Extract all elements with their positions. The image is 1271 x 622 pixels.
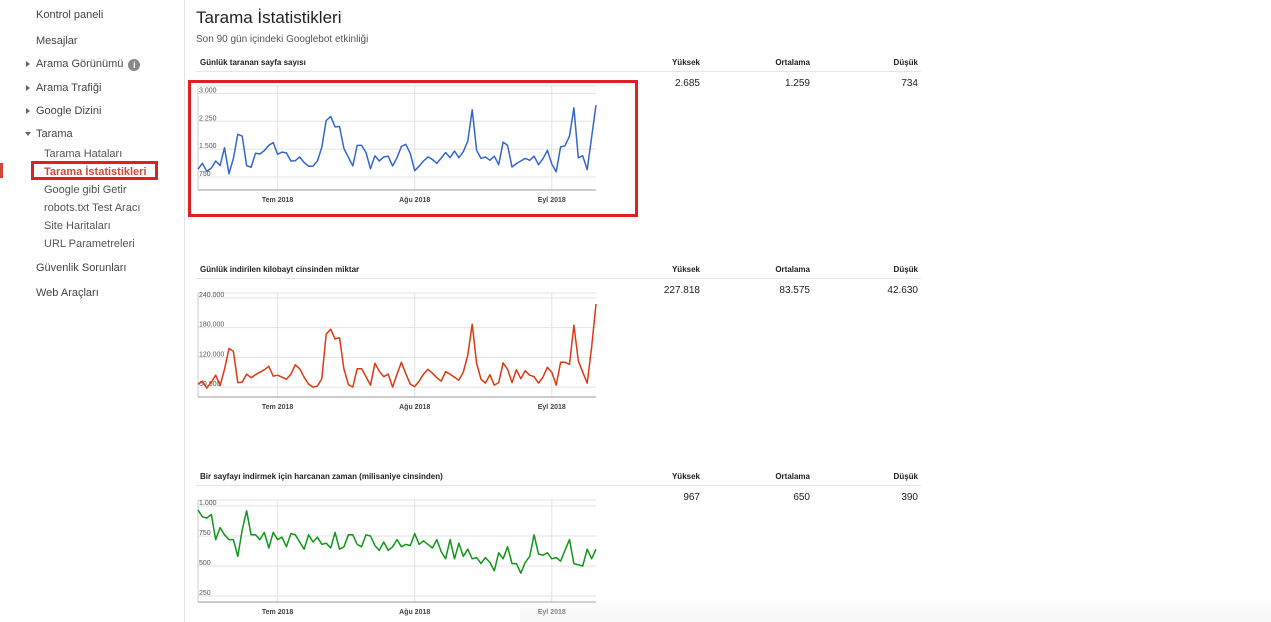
chart-y-tick-label: 240.000 [199,292,224,299]
sidebar-subitem-crawl-errors[interactable]: Tarama Hataları [44,148,123,160]
sidebar-item-crawl[interactable]: Tarama [25,128,73,140]
value-avg: 83.575 [779,285,810,296]
sidebar-item-messages[interactable]: Mesajlar [36,35,78,47]
chart-x-tick-label: Eyl 2018 [538,404,566,411]
section-header: Bir sayfayı indirmek için harcanan zaman… [196,470,921,486]
sidebar-subitem-url-parameters[interactable]: URL Parametreleri [44,238,135,250]
section-header: Günlük taranan sayfa sayısı Yüksek Ortal… [196,56,921,72]
sidebar-item-google-index[interactable]: Google Dizini [25,105,102,117]
chart-x-tick-label: Ağu 2018 [399,404,430,411]
value-high: 2.685 [674,78,700,89]
page-title: Tarama İstatistikleri [196,8,342,27]
sidebar-subitem-crawl-stats[interactable]: Tarama İstatistikleri [44,166,147,178]
chart-y-tick-label: 2.250 [199,115,217,122]
value-high: 967 [683,492,700,503]
chart-y-tick-label: 1.000 [199,500,217,507]
sidebar-subitem-sitemaps[interactable]: Site Haritaları [44,220,111,232]
col-head-avg: Ortalama [775,58,810,67]
chart-y-tick-label: 250 [199,590,211,597]
section-title: Günlük taranan sayfa sayısı [200,58,306,67]
section-header: Günlük indirilen kilobayt cinsinden mikt… [196,263,921,279]
col-head-avg: Ortalama [775,265,810,274]
value-avg: 1.259 [784,78,810,89]
chart-y-tick-label: 750 [199,530,211,537]
col-head-low: Düşük [893,265,918,274]
col-head-low: Düşük [893,58,918,67]
sidebar-subitem-robots-tester[interactable]: robots.txt Test Aracı [44,202,141,214]
chart-series-line [197,303,597,389]
sidebar-item-web-tools[interactable]: Web Araçları [36,287,99,299]
chart-y-tick-label: 3.000 [199,87,217,94]
chart-x-tick-label: Tem 2018 [262,404,293,411]
col-head-high: Yüksek [671,472,700,481]
sidebar-item-search-traffic[interactable]: Arama Trafiği [25,82,102,94]
col-head-high: Yüksek [671,265,700,274]
section-title: Günlük indirilen kilobayt cinsinden mikt… [200,265,360,274]
sidebar-nav: Kontrol paneli Mesajlar Arama Görünümü i … [0,0,185,622]
value-avg: 650 [793,492,810,503]
chart-x-tick-label: Ağu 2018 [399,609,430,616]
info-icon[interactable]: i [128,59,141,71]
col-head-low: Düşük [893,472,918,481]
sidebar-item-label: Arama Görünümü [36,58,124,70]
chart-x-tick-label: Ağu 2018 [399,197,430,204]
sidebar-item-search-appearance[interactable]: Arama Görünümü i [25,58,141,71]
page-subtitle: Son 90 gün içindeki Googlebot etkinliği [196,34,369,45]
chart-series-line [197,104,597,175]
highlight-annotation-box [31,161,158,180]
value-low: 734 [901,78,918,89]
chart-series-line [197,509,597,574]
sidebar-subitem-fetch-as-google[interactable]: Google gibi Getir [44,184,127,196]
value-low: 42.630 [887,285,918,296]
bottom-fade [520,595,1271,622]
chart-y-tick-label: 120.000 [199,351,224,358]
chart-x-tick-label: Tem 2018 [262,609,293,616]
col-head-high: Yüksek [671,58,700,67]
chart-x-tick-label: Tem 2018 [262,197,293,204]
chart-x-tick-label: Eyl 2018 [538,197,566,204]
chart-y-tick-label: 500 [199,560,211,567]
chart-highlight-annotation [188,80,638,217]
chart-pages-crawled: 750 1.500 2.250 3.000 Tem 2018 Ağu 2018 Eyl 20… [197,85,597,204]
sidebar-item-dashboard[interactable]: Kontrol paneli [36,9,104,21]
value-low: 390 [901,492,918,503]
active-indicator [0,163,3,178]
chart-y-tick-label: 180.000 [199,322,224,329]
chart-y-tick-label: 750 [199,171,211,178]
col-head-avg: Ortalama [775,472,810,481]
sidebar-item-security-issues[interactable]: Güvenlik Sorunları [36,262,127,274]
chart-y-tick-label: 1.500 [199,143,217,150]
section-title: Bir sayfayı indirmek için harcanan zaman… [200,472,443,481]
value-high: 227.818 [663,285,700,296]
